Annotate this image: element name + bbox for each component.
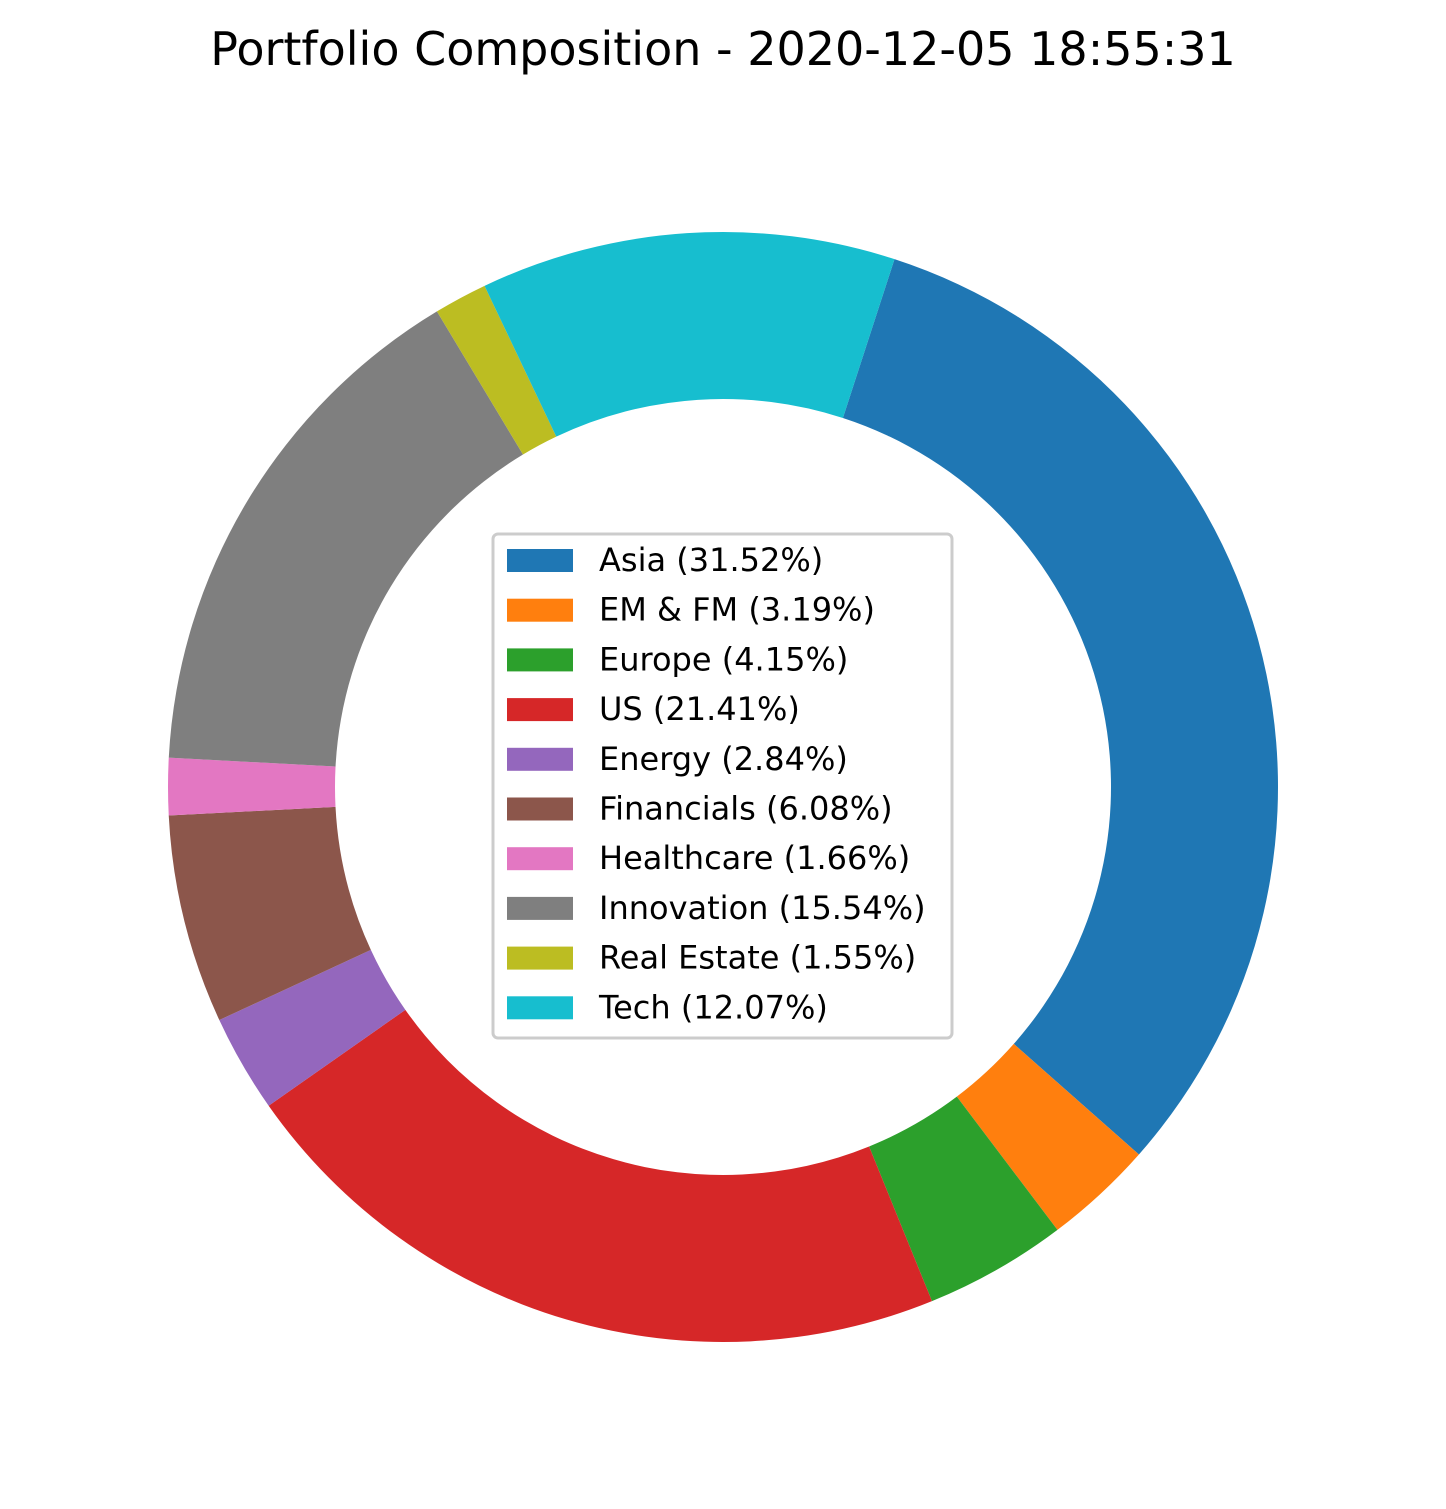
legend-swatch <box>507 598 573 622</box>
legend-swatch <box>507 549 573 572</box>
legend-items: Asia (31.52%) EM & FM (3.19%) Europe (4.15… <box>507 541 926 1026</box>
donut-slices <box>167 232 1278 1342</box>
legend-swatch <box>507 648 573 672</box>
slice-energy <box>219 949 406 1106</box>
legend-label: Innovation (15.54%) <box>599 889 926 927</box>
legend-label: EM & FM (3.19%) <box>599 591 875 629</box>
slice-em-fm <box>956 1043 1139 1230</box>
slice-financials <box>168 806 371 1021</box>
legend-label: Healthcare (1.66%) <box>599 839 910 877</box>
slice-innovation <box>168 311 524 767</box>
legend-swatch <box>507 946 573 970</box>
slice-us <box>268 1009 932 1342</box>
legend-swatch <box>507 797 573 821</box>
slice-asia <box>842 259 1278 1155</box>
slice-europe <box>869 1096 1058 1302</box>
slice-tech <box>484 232 895 437</box>
legend-swatch <box>507 747 573 771</box>
legend-label: Asia (31.52%) <box>599 541 823 579</box>
legend-label: Tech (12.07%) <box>598 988 828 1026</box>
chart-title: Portfolio Composition - 2020-12-05 18:55… <box>210 22 1236 76</box>
legend-label: US (21.41%) <box>599 690 800 728</box>
slice-healthcare <box>167 757 336 816</box>
legend-swatch <box>507 896 573 920</box>
legend-label: Real Estate (1.55%) <box>599 939 916 977</box>
slice-real-estate <box>436 285 557 455</box>
legend-label: Financials (6.08%) <box>599 790 893 828</box>
legend-swatch <box>507 847 573 871</box>
legend-swatch <box>507 698 573 722</box>
legend-label: Energy (2.84%) <box>599 740 848 778</box>
legend-box <box>491 532 954 1040</box>
legend-swatch <box>507 996 573 1020</box>
legend: Asia (31.52%) EM & FM (3.19%) Europe (4.15… <box>491 532 954 1040</box>
legend-label: Europe (4.15%) <box>599 640 848 678</box>
